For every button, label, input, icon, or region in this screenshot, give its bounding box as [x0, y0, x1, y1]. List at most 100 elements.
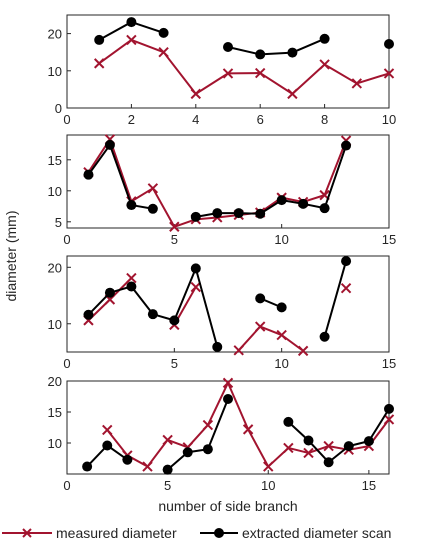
x-tick-label: 2 [128, 112, 135, 127]
data-point-measured [162, 434, 173, 446]
data-point-measured [319, 59, 330, 70]
x-axis-label: number of side branch [158, 498, 297, 514]
data-point-extracted [126, 281, 137, 292]
data-point-measured [222, 377, 234, 389]
data-point-extracted [341, 140, 352, 151]
subplot-3: 0 5 10 15 10 20 [48, 255, 396, 371]
data-point-extracted [343, 441, 354, 452]
x-tick-label: 0 [63, 112, 70, 127]
data-point-extracted [104, 287, 115, 298]
data-point-extracted [319, 331, 330, 342]
data-point-extracted [223, 41, 233, 52]
data-point-extracted [255, 293, 266, 304]
data-point-measured [169, 221, 180, 232]
data-point-measured [242, 424, 254, 435]
x-tick-label: 6 [257, 112, 264, 127]
x-tick-label: 10 [382, 112, 396, 127]
data-point-measured [283, 442, 294, 454]
data-point-extracted [319, 203, 330, 214]
data-point-extracted [126, 17, 137, 28]
data-point-extracted [212, 208, 223, 219]
data-point-extracted [384, 39, 394, 50]
y-tick-label: 10 [48, 184, 62, 199]
data-point-extracted [255, 49, 266, 60]
data-point-measured [323, 440, 334, 452]
series-line-extracted [323, 260, 348, 338]
data-point-extracted [158, 27, 169, 38]
legend-measured-label: measured diameter [56, 525, 177, 541]
legend-extracted-label: extracted diameter scan [242, 525, 391, 541]
x-tick-label: 10 [274, 232, 288, 247]
x-tick-label: 8 [321, 112, 328, 127]
data-point-extracted [212, 341, 223, 352]
data-point-extracted [323, 457, 334, 468]
series-line-extracted [227, 37, 325, 56]
series-line-extracted [87, 143, 154, 210]
y-tick-label: 20 [48, 374, 62, 389]
data-point-measured [202, 419, 214, 431]
series-line-measured [98, 38, 390, 95]
data-point-measured [263, 461, 274, 472]
plot-frame-1 [66, 14, 390, 109]
y-tick-label: 15 [48, 153, 62, 168]
plot-frame-3 [66, 255, 390, 353]
y-tick-label: 15 [48, 405, 62, 420]
y-tick-label: 20 [48, 27, 62, 42]
data-point-extracted [287, 47, 298, 58]
data-point-extracted [83, 309, 94, 320]
data-point-extracted [83, 169, 94, 180]
y-tick-label: 0 [55, 101, 62, 116]
x-tick-label: 0 [63, 232, 70, 247]
data-point-extracted [82, 461, 93, 472]
data-point-extracted [303, 435, 314, 446]
data-point-measured [287, 88, 298, 100]
data-point-measured [276, 329, 287, 341]
data-point-extracted [122, 454, 133, 465]
data-point-extracted [126, 200, 137, 211]
series-line-extracted [166, 398, 229, 471]
data-point-extracted [102, 440, 113, 451]
x-tick-label: 10 [261, 478, 275, 493]
x-tick-label: 10 [274, 356, 288, 371]
x-tick-label: 5 [171, 356, 178, 371]
data-point-measured [383, 414, 395, 425]
y-tick-label: 10 [48, 436, 62, 451]
data-point-measured [93, 58, 105, 69]
legend: measured diameter extracted diameter sca… [2, 525, 391, 541]
data-point-measured [233, 345, 244, 356]
data-point-extracted [319, 33, 330, 44]
data-point-measured [158, 46, 169, 58]
legend-item-measured: measured diameter [2, 525, 177, 541]
y-axis-label: diameter (mm) [3, 210, 19, 301]
data-point-extracted [255, 208, 266, 219]
x-tick-label: 0 [63, 356, 70, 371]
data-point-extracted [276, 302, 287, 313]
legend-extracted-marker [214, 528, 224, 538]
data-point-extracted [169, 315, 180, 326]
subplot-4: 0 5 10 15 10 15 20 [48, 374, 395, 493]
y-tick-label: 10 [48, 64, 62, 79]
y-tick-label: 10 [48, 317, 62, 332]
data-point-measured [147, 183, 159, 194]
x-tick-label: 0 [63, 478, 70, 493]
y-tick-label: 5 [55, 215, 62, 230]
x-tick-label: 15 [382, 232, 396, 247]
data-point-extracted [276, 195, 287, 206]
data-point-measured [126, 272, 137, 284]
data-point-measured [340, 282, 352, 294]
data-point-extracted [384, 403, 394, 414]
x-tick-label: 15 [382, 356, 396, 371]
data-point-measured [254, 321, 266, 332]
data-point-extracted [341, 256, 352, 267]
data-point-extracted [190, 263, 201, 274]
data-point-extracted [94, 34, 105, 45]
series-line-measured [237, 325, 304, 352]
data-point-extracted [233, 208, 244, 219]
x-tick-label: 4 [192, 112, 199, 127]
legend-item-extracted: extracted diameter scan [200, 525, 391, 541]
data-point-measured [303, 447, 314, 459]
y-tick-label: 20 [48, 260, 62, 275]
